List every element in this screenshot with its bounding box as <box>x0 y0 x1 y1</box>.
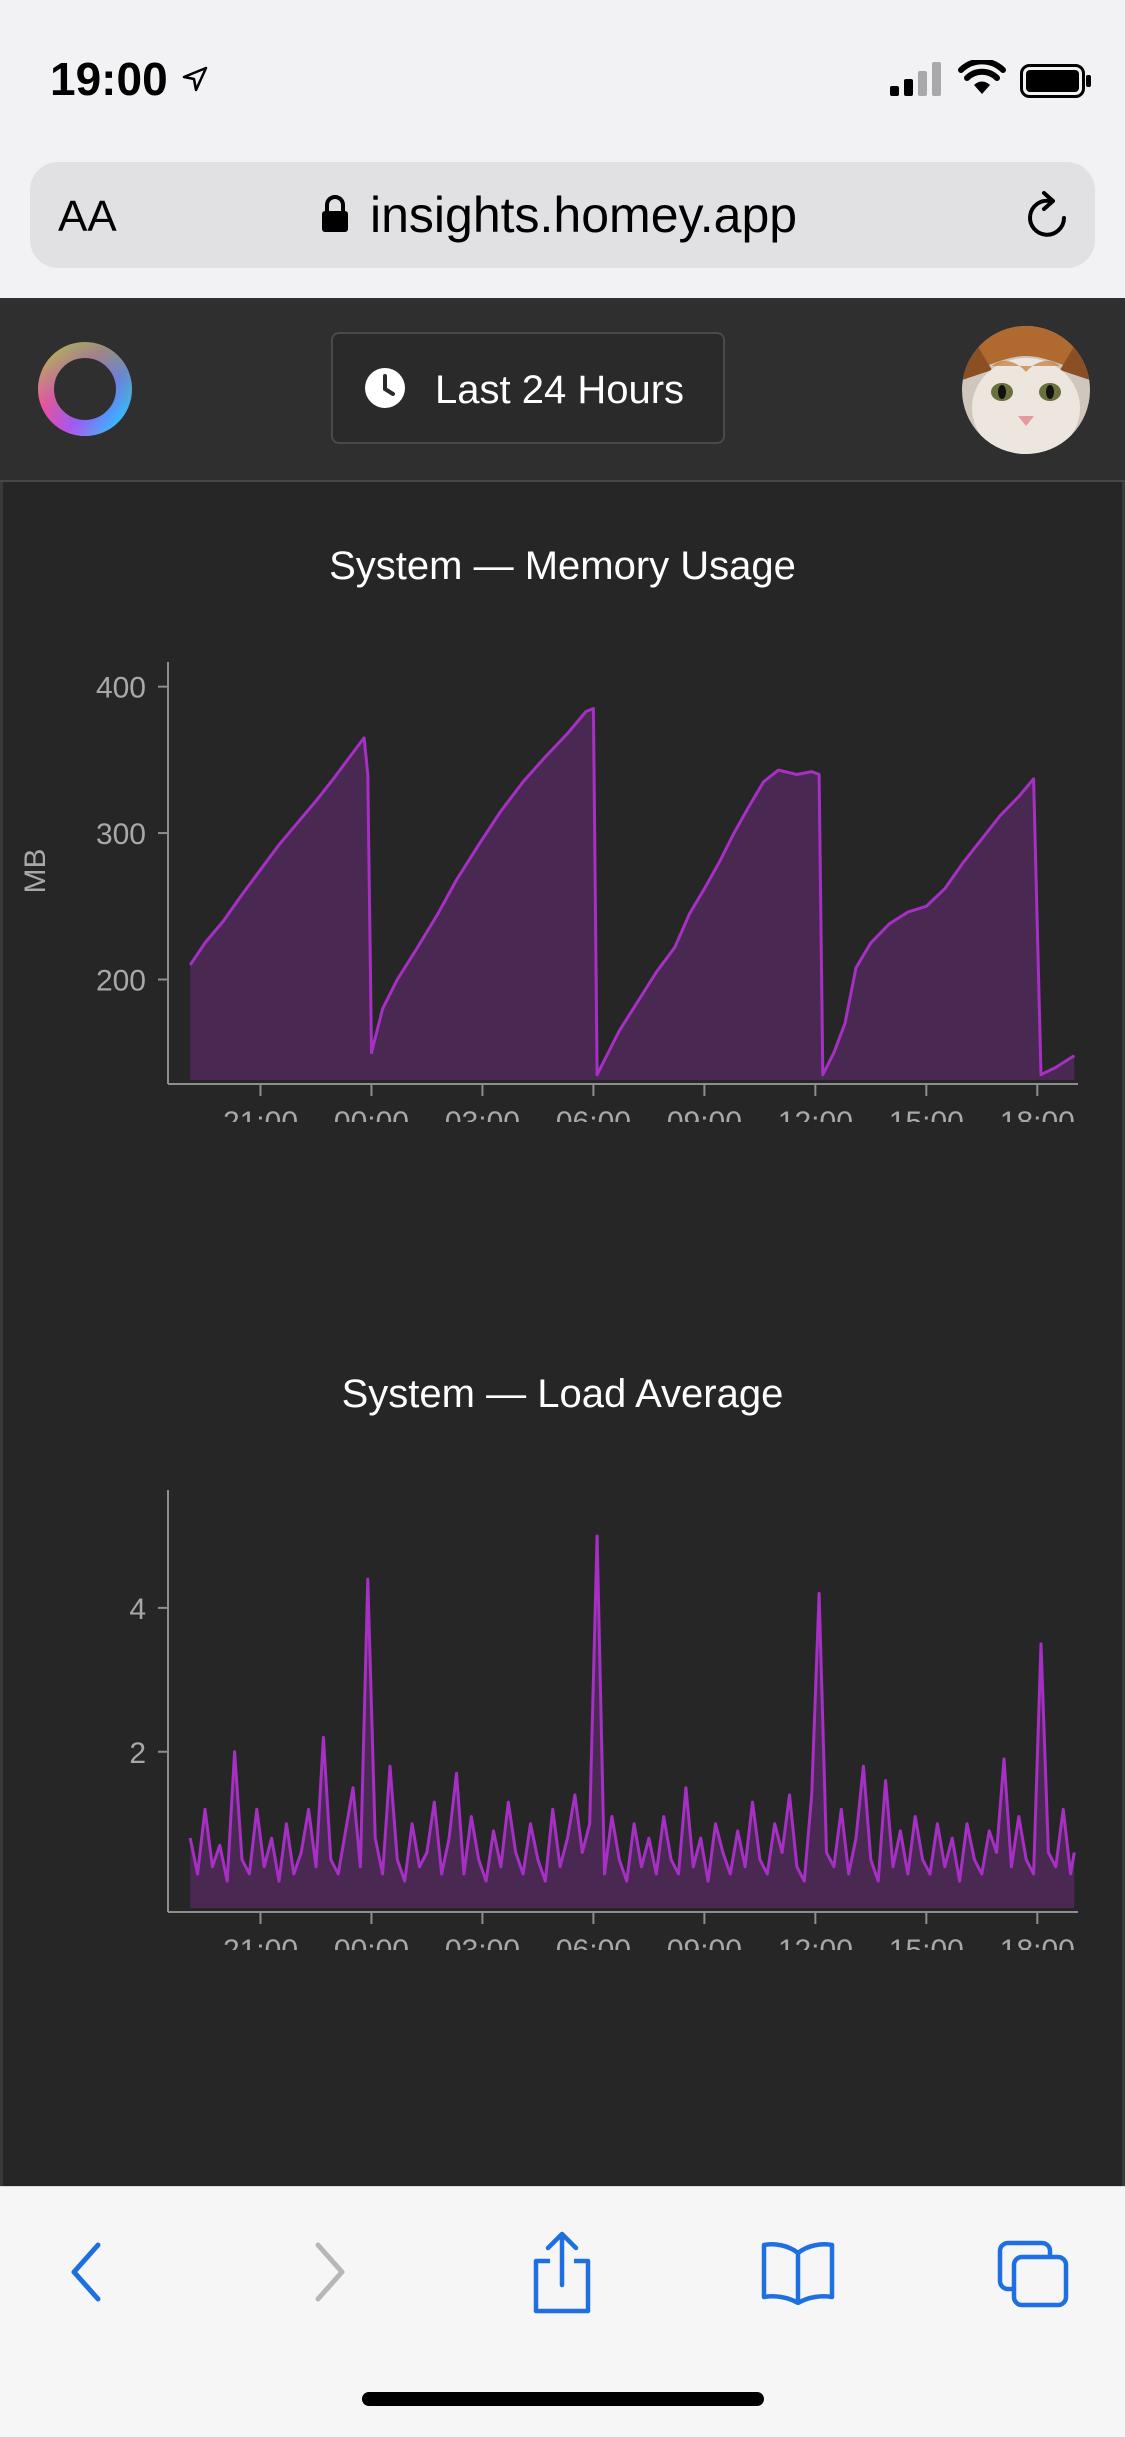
text-size-button[interactable]: AA <box>58 192 117 241</box>
x-tick-label: 06:00 <box>556 1934 631 1950</box>
user-avatar[interactable] <box>962 326 1090 454</box>
lock-icon <box>322 195 348 232</box>
bookmarks-icon[interactable] <box>760 2239 836 2305</box>
reload-icon[interactable] <box>1020 188 1076 244</box>
y-tick-label: 300 <box>96 818 146 851</box>
memory-chart-title: System — Memory Usage <box>329 544 796 588</box>
series-line <box>188 707 1076 1077</box>
forward-icon[interactable] <box>304 2237 354 2307</box>
y-tick-label: 4 <box>129 1593 146 1626</box>
right-border <box>1122 482 1125 2186</box>
x-tick-label: 21:00 <box>223 1934 298 1950</box>
x-tick-label: 06:00 <box>556 1106 631 1122</box>
battery-icon <box>1020 64 1091 98</box>
status-bar: 19:00 <box>0 0 1125 150</box>
tabs-icon[interactable] <box>996 2239 1070 2309</box>
cellular-signal-icon <box>890 62 941 96</box>
cat-photo-icon <box>962 326 1090 454</box>
memory-usage-chart[interactable]: MB 20030040021:0000:00Jul 0703:0006:0009… <box>0 662 1125 1122</box>
x-tick-label: 18:00 <box>1000 1934 1075 1950</box>
x-tick-label: 15:00 <box>889 1934 964 1950</box>
time-range-label: Last 24 Hours <box>435 368 685 412</box>
url-text[interactable]: insights.homey.app <box>370 187 798 243</box>
x-tick-label: 00:00 <box>334 1106 409 1122</box>
x-tick-label: 12:00 <box>778 1106 853 1122</box>
address-bar[interactable]: AA insights.homey.app <box>30 162 1095 268</box>
series-area <box>190 1536 1075 1908</box>
y-tick-label: 2 <box>129 1737 146 1770</box>
x-tick-label: 09:00 <box>667 1934 742 1950</box>
status-time: 19:00 <box>50 53 168 105</box>
x-tick-label: 12:00 <box>778 1934 853 1950</box>
series-line <box>188 1534 1076 1883</box>
x-tick-label: 15:00 <box>889 1106 964 1122</box>
series-area <box>190 708 1075 1080</box>
x-tick-label: 18:00 <box>1000 1106 1075 1122</box>
clock-icon <box>365 368 405 408</box>
app-header: Last 24 Hours <box>0 298 1125 482</box>
back-icon[interactable] <box>64 2237 114 2307</box>
home-indicator <box>362 2392 764 2406</box>
load-average-chart[interactable]: 2421:0000:00Jul 0703:0006:0009:0012:0015… <box>0 1490 1125 1950</box>
load-chart-title: System — Load Average <box>341 1372 784 1416</box>
left-border <box>0 482 3 2186</box>
charts-area: System — Memory Usage MB 200 300 400 21:00 0… <box>0 482 1125 2186</box>
memory-y-axis-label: MB <box>19 849 52 894</box>
homey-ring-logo-icon[interactable] <box>36 340 134 438</box>
y-tick-label: 200 <box>96 965 146 998</box>
wifi-icon <box>958 60 1006 94</box>
insights-app: Last 24 Hours System — Memory Usage MB <box>0 298 1125 2186</box>
x-tick-label: 03:00 <box>445 1106 520 1122</box>
location-arrow-icon <box>182 66 208 92</box>
time-range-button[interactable]: Last 24 Hours <box>331 332 725 444</box>
x-tick-label: 21:00 <box>223 1106 298 1122</box>
x-tick-label: 00:00 <box>334 1934 409 1950</box>
x-tick-label: 03:00 <box>445 1934 520 1950</box>
share-icon[interactable] <box>528 2231 596 2315</box>
x-tick-label: 09:00 <box>667 1106 742 1122</box>
y-tick-label: 400 <box>96 672 146 705</box>
